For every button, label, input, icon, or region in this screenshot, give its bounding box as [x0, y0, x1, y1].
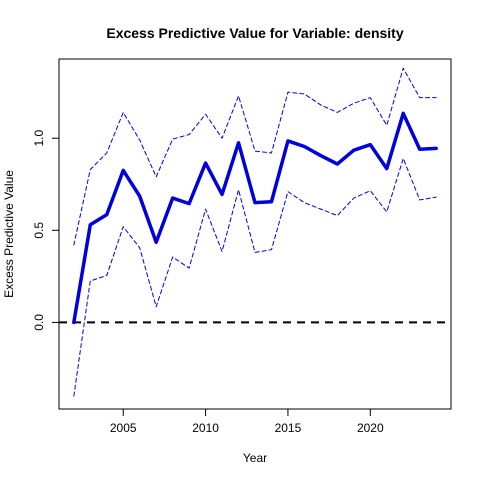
y-tick-label: 0.5 [32, 222, 46, 239]
x-axis-label: Year [243, 451, 267, 465]
y-tick-label: 1.0 [32, 130, 46, 147]
y-axis: 0.0 0.5 1.0 [32, 130, 60, 331]
y-axis-label: Excess Predictive Value [2, 170, 16, 298]
x-tick-label: 2015 [275, 421, 302, 435]
x-tick-label: 2010 [192, 421, 219, 435]
series-line-estimate [72, 111, 438, 325]
y-tick-label: 0.0 [32, 314, 46, 331]
series-line-lower-bound [73, 157, 437, 397]
x-tick-label: 2020 [357, 421, 384, 435]
series-line-upper-bound [73, 67, 437, 246]
x-tick-label: 2005 [110, 421, 137, 435]
series-layer [72, 67, 438, 397]
x-axis: 2005 2010 2015 2020 [110, 408, 384, 435]
chart-title: Excess Predictive Value for Variable: de… [106, 25, 403, 41]
